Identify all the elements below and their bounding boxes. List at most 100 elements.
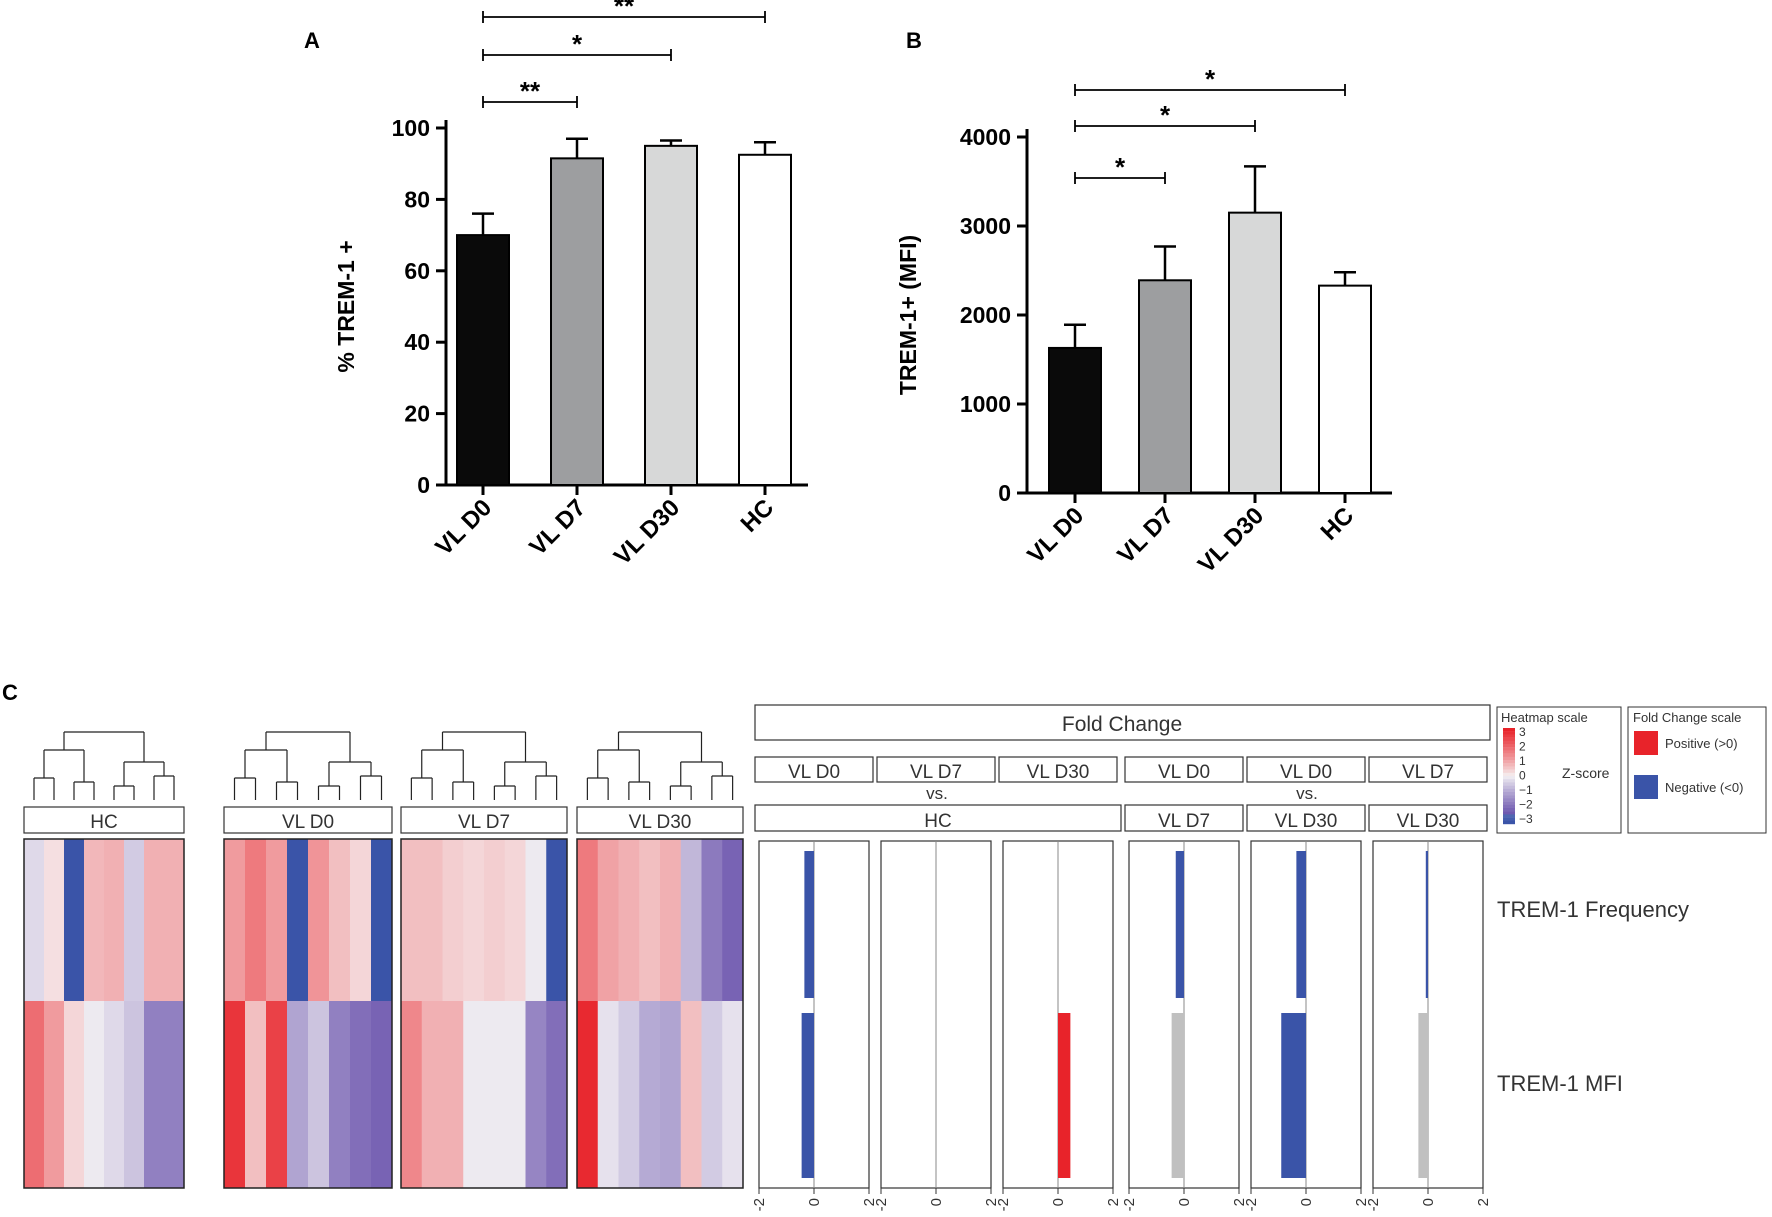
fold-change-bar [1175,851,1184,998]
b-y-tick-label: 0 [998,480,1011,506]
heatmap-cell [266,1001,288,1188]
heatmap-cell [266,839,288,1001]
heatmap-scale-box [1496,706,1622,834]
heatmap-cell [680,1001,702,1188]
heatmap-cell [546,1001,568,1188]
heatmap-scale-tick: 2 [1519,740,1526,754]
a-bar [738,153,792,486]
a-y-tick-label: 80 [404,186,430,212]
a-y-axis-label: % TREM-1 + [333,240,359,372]
heatmap-cell [84,839,105,1001]
fold-change-bar [1058,1013,1071,1178]
heatmap-cell [245,839,267,1001]
heatmap-cell [104,839,125,1001]
a-x-tick-label: VL D0 [430,494,497,561]
heatmap-group-label: VL D30 [629,812,692,833]
fold-change-x-tick-label: 2 [1353,1198,1370,1206]
a-x-tick-label: HC [736,494,780,538]
vs-label: vs. [1296,784,1318,803]
heatmap-cell [350,839,372,1001]
heatmap-cell [525,1001,547,1188]
comparison-bottom-label: VL D7 [1158,811,1210,832]
fold-change-x-tick-label: -2 [751,1198,768,1211]
comparison-top-label: VL D7 [1402,762,1454,783]
a-sig-label: * [572,29,583,59]
b-sig-label: * [1115,152,1126,182]
heatmap-cell [618,1001,640,1188]
heatmap-cell [287,839,309,1001]
a-bar [644,144,698,486]
comparison-top-label: VL D7 [910,762,962,783]
comparison-top-label: VL D0 [788,762,840,783]
heatmap-cell [442,839,464,1001]
heatmap-cell [44,839,65,1001]
heatmap-cell [308,1001,330,1188]
heatmap-scale-swatch [1503,782,1515,786]
fold-change-bar [801,1013,814,1178]
heatmap-scale-swatch [1503,792,1515,796]
heatmap-cell [546,839,568,1001]
heatmap-cell [639,839,661,1001]
fold-change-x-tick-label: 2 [1231,1198,1248,1206]
heatmap-cell [24,839,45,1001]
heatmap-cell [124,839,145,1001]
fold-change-x-tick-label: 0 [806,1198,823,1206]
comparison-top-box [1246,756,1366,783]
fold-change-title-box [754,704,1491,741]
heatmap-scale-swatch [1503,779,1515,783]
a-sig-label: ** [520,76,541,106]
heatmap-cell [421,839,443,1001]
heatmap-scale-tick: 1 [1519,754,1526,768]
heatmap-cell [401,839,423,1001]
heatmap-cell [224,839,246,1001]
heatmap-cell [401,1001,423,1188]
heatmap-group-header-box [23,806,185,834]
heatmap-group-header-box [400,806,568,834]
comparison-top-box [1124,756,1244,783]
heatmap-cell [329,1001,351,1188]
fold-change-x-tick-label: -2 [873,1198,890,1211]
heatmap-scale-label: Z-score [1562,765,1610,781]
fold-change-x-tick-label: 0 [1050,1198,1067,1206]
heatmap-scale-swatch [1503,776,1515,780]
heatmap-scale-tick: −3 [1519,812,1533,826]
heatmap-cell [525,839,547,1001]
heatmap-group-header-box [223,806,393,834]
heatmap-cell [104,1001,125,1188]
heatmap-scale-swatch [1503,788,1515,793]
panel-c-label: C [2,680,18,705]
heatmap-cell [224,1001,246,1188]
b-y-tick-label: 3000 [960,213,1011,239]
heatmap-cell [660,839,682,1001]
heatmap-cell [371,839,393,1001]
heatmap-scale-swatch [1503,772,1515,777]
heatmap-group-label: HC [90,812,117,833]
heatmap-cell [577,839,599,1001]
fold-change-positive-label: Positive (>0) [1665,736,1738,751]
fold-change-x-tick-label: 2 [861,1198,878,1206]
row-label-trem1-frequency: TREM-1 Frequency [1497,897,1689,922]
heatmap-block-border [23,838,185,1189]
heatmap-scale-swatch [1503,820,1515,825]
panel-c-heatmap-foldchange: HC VL D0 VL D7 VL D30 Fold Change VL D0 VL D7 V… [23,704,1767,1211]
heatmap-scale-swatch [1503,731,1515,735]
b-bar [1228,211,1282,494]
heatmap-cell [504,1001,526,1188]
heatmap-cell [144,839,165,1001]
panel-a-label: A [304,28,320,53]
b-bar [1138,279,1192,495]
heatmap-scale-tick: 3 [1519,725,1526,739]
comparison-top-box [876,756,996,783]
heatmap-cell [463,1001,485,1188]
vs-label: vs. [926,784,948,803]
heatmap-scale-swatch [1503,753,1515,757]
fold-change-bar [1296,851,1306,998]
heatmap-cell [245,1001,267,1188]
fold-change-title: Fold Change [1062,713,1182,736]
fold-change-x-tick-label: -2 [1365,1198,1382,1211]
heatmap-cell [597,839,619,1001]
a-y-tick-label: 0 [417,472,430,498]
heatmap-cell [329,839,351,1001]
b-sig-label: * [1160,100,1171,130]
